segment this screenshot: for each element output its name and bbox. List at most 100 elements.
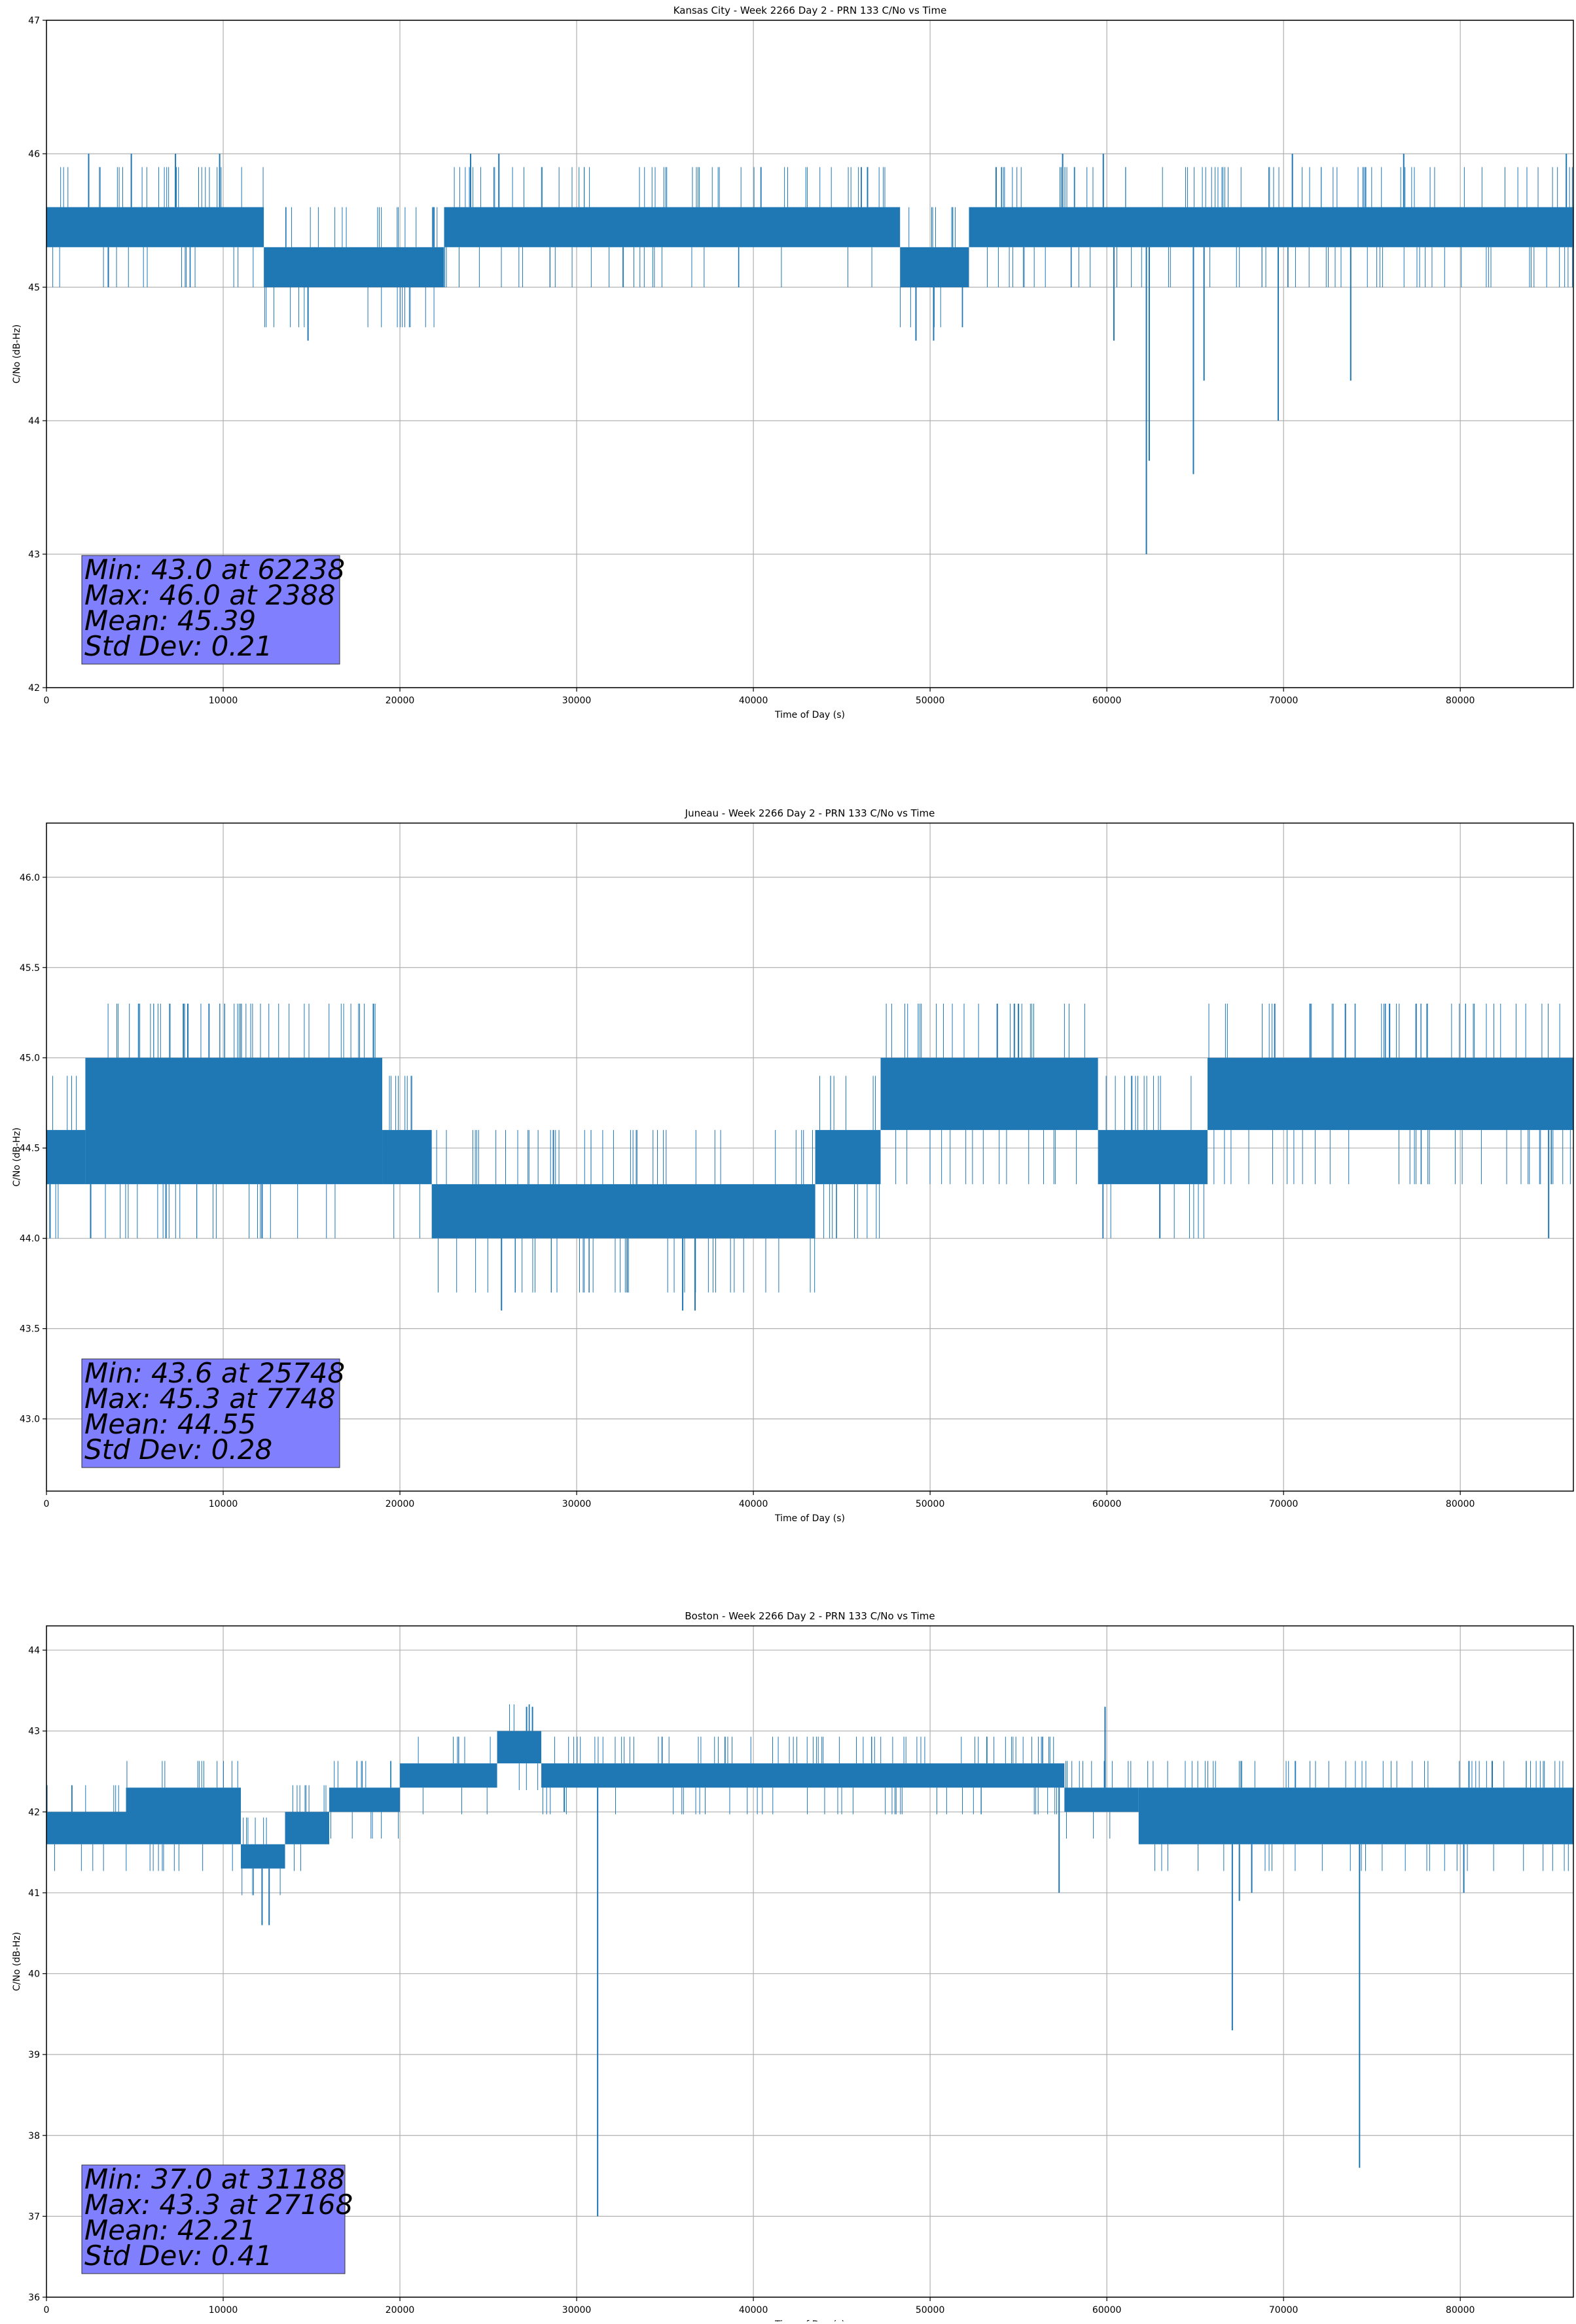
y-tick-label: 43.5 xyxy=(20,1324,40,1335)
stats-line: Max: 46.0 at 2388 xyxy=(84,579,336,611)
series-band xyxy=(1064,1787,1139,1812)
axes-frame xyxy=(46,20,1574,688)
x-tick-label: 10000 xyxy=(209,2305,238,2315)
x-tick-label: 50000 xyxy=(916,1499,945,1509)
x-tick-label: 20000 xyxy=(385,1499,415,1509)
y-tick-label: 44.5 xyxy=(20,1144,40,1154)
x-tick-label: 70000 xyxy=(1269,1499,1298,1509)
x-tick-label: 10000 xyxy=(209,695,238,706)
series-band xyxy=(880,1057,1098,1131)
stats-line: Std Dev: 0.28 xyxy=(84,1434,272,1466)
stats-line: Std Dev: 0.21 xyxy=(84,630,272,662)
x-tick-label: 50000 xyxy=(916,695,945,706)
y-tick-label: 44.0 xyxy=(20,1234,40,1244)
y-tick-label: 44 xyxy=(28,1646,40,1656)
y-tick-label: 38 xyxy=(28,2131,40,2141)
x-axis-label: Time of Day (s) xyxy=(774,710,845,720)
x-tick-label: 60000 xyxy=(1092,2305,1122,2315)
series-band xyxy=(1208,1057,1573,1131)
x-tick-label: 30000 xyxy=(562,1499,592,1509)
series-band xyxy=(264,247,444,287)
chart-panel-3: 0 10000 20000 30000 40000 50000 60000 70000 8000… xyxy=(12,1610,1574,2324)
axes-frame xyxy=(46,822,1574,1492)
x-tick-label: 0 xyxy=(44,695,50,706)
x-tick-label: 40000 xyxy=(739,2305,768,2315)
y-tick-label: 44 xyxy=(28,416,40,427)
y-tick-label: 43 xyxy=(28,1727,40,1737)
x-tick-label: 60000 xyxy=(1092,1499,1122,1509)
x-tick-label: 70000 xyxy=(1269,695,1298,706)
series-band xyxy=(400,1763,497,1788)
chart-title: Boston - Week 2266 Day 2 - PRN 133 C/No … xyxy=(685,1610,935,1622)
x-tick-label: 30000 xyxy=(562,2305,592,2315)
stats-line: Min: 43.6 at 25748 xyxy=(84,1357,345,1389)
stats-line: Min: 43.0 at 62238 xyxy=(84,554,345,586)
y-tick-label: 45.5 xyxy=(20,963,40,974)
stats-line: Std Dev: 0.41 xyxy=(84,2240,272,2272)
y-tick-label: 39 xyxy=(28,2050,40,2060)
stats-line: Mean: 44.55 xyxy=(84,1408,256,1440)
series-band xyxy=(541,1763,1065,1788)
chart-title: Kansas City - Week 2266 Day 2 - PRN 133 … xyxy=(673,5,947,16)
y-tick-label: 45 xyxy=(28,283,40,293)
stats-line: Min: 37.0 at 31188 xyxy=(84,2163,345,2195)
y-axis-label: C/No (dB-Hz) xyxy=(12,1932,22,1991)
y-axis-label: C/No (dB-Hz) xyxy=(12,325,22,383)
x-tick-label: 80000 xyxy=(1446,1499,1475,1509)
series-band xyxy=(285,1812,330,1844)
chart-title: Juneau - Week 2266 Day 2 - PRN 133 C/No … xyxy=(685,807,935,819)
y-tick-label: 45.0 xyxy=(20,1053,40,1064)
axes-frame xyxy=(46,1625,1574,2298)
series-band xyxy=(900,247,969,287)
y-tick-label: 43 xyxy=(28,550,40,560)
series-band xyxy=(815,1130,881,1184)
y-tick-label: 42 xyxy=(28,1807,40,1818)
x-tick-label: 20000 xyxy=(385,2305,415,2315)
x-tick-label: 80000 xyxy=(1446,2305,1475,2315)
series-band xyxy=(46,1812,126,1844)
series-band xyxy=(46,207,264,247)
stats-line: Max: 45.3 at 7748 xyxy=(84,1382,336,1415)
chart-panel-2: 0 10000 20000 30000 40000 50000 60000 70000 8000… xyxy=(12,807,1574,1524)
stats-line: Mean: 45.39 xyxy=(84,605,256,637)
y-tick-label: 41 xyxy=(28,1888,40,1899)
x-tick-label: 40000 xyxy=(739,695,768,706)
y-tick-label: 46.0 xyxy=(20,873,40,883)
x-tick-label: 50000 xyxy=(916,2305,945,2315)
stats-box xyxy=(81,2164,346,2274)
stats-box xyxy=(81,555,340,665)
series-band xyxy=(969,207,1573,247)
x-tick-label: 70000 xyxy=(1269,2305,1298,2315)
chart-panel-1: 0 10000 20000 30000 40000 50000 60000 70000 8000… xyxy=(12,5,1574,720)
x-axis-label: Time of Day (s) xyxy=(774,1513,845,1524)
series-band xyxy=(1098,1130,1208,1184)
y-tick-label: 47 xyxy=(28,16,40,26)
series-band xyxy=(241,1844,285,1869)
x-tick-label: 20000 xyxy=(385,695,415,706)
y-tick-label: 42 xyxy=(28,683,40,694)
series-band xyxy=(382,1130,432,1184)
series-band xyxy=(431,1184,815,1239)
x-tick-label: 30000 xyxy=(562,695,592,706)
series-band xyxy=(444,207,901,247)
series-band xyxy=(126,1787,242,1844)
x-tick-label: 0 xyxy=(44,2305,50,2315)
y-tick-label: 43.0 xyxy=(20,1415,40,1425)
x-tick-label: 10000 xyxy=(209,1499,238,1509)
x-tick-label: 60000 xyxy=(1092,695,1122,706)
x-tick-label: 0 xyxy=(44,1499,50,1509)
series-band xyxy=(329,1787,401,1812)
x-tick-label: 40000 xyxy=(739,1499,768,1509)
x-tick-label: 80000 xyxy=(1446,695,1475,706)
series-band xyxy=(1138,1787,1573,1844)
y-tick-label: 36 xyxy=(28,2293,40,2303)
series-band xyxy=(46,1130,86,1184)
y-tick-label: 40 xyxy=(28,1969,40,1980)
series-band xyxy=(85,1057,383,1184)
y-tick-label: 37 xyxy=(28,2211,40,2222)
stats-line: Mean: 42.21 xyxy=(84,2214,256,2246)
series-band xyxy=(497,1731,542,1764)
y-axis-label: C/No (dB-Hz) xyxy=(12,1127,22,1186)
